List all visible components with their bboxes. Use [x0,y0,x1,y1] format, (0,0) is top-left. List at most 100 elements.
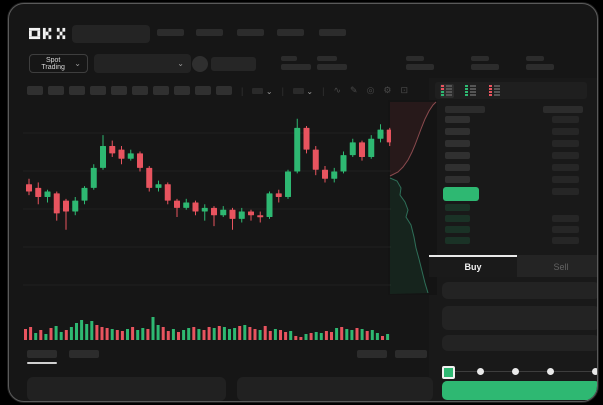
volume-chart [24,317,390,340]
market-type-selector[interactable]: Spot Trading ⌄ [29,54,88,73]
candlestick-chart[interactable] [23,100,391,296]
chart-tool-placeholder[interactable] [90,86,106,95]
ask-size-placeholder [552,128,579,135]
ask-size-placeholder [552,116,579,123]
chevron-down-icon: ⌄ [177,58,184,68]
snapshot-icon[interactable]: ◎ [366,85,375,95]
toolbar-divider: | [241,85,244,96]
orderbook-toolbar [435,82,587,99]
chevron-down-icon: ⌄ [265,86,273,96]
ask-size-placeholder [552,176,579,183]
bottom-tab-placeholder[interactable] [69,350,99,358]
toolbar-divider: | [281,85,284,96]
buy-tab-label: Buy [464,262,482,272]
bid-price-placeholder[interactable] [445,215,470,222]
bid-price-placeholder[interactable] [445,226,470,233]
chart-tool-placeholder[interactable] [48,86,64,95]
bid-size-placeholder [552,226,579,233]
bottom-panel-left[interactable] [27,377,226,401]
market-type-label: Spot Trading [41,56,65,71]
bid-size-placeholder [552,215,579,222]
ask-size-placeholder [552,164,579,171]
orderbook-view-bids-icon[interactable] [464,84,478,98]
nav-item-placeholder[interactable] [237,29,264,36]
last-price-badge[interactable] [443,187,479,201]
ask-price-placeholder[interactable] [445,176,470,183]
search-input[interactable] [72,25,150,43]
stat-label-placeholder [406,56,424,61]
bid-price-placeholder[interactable] [445,204,470,211]
interval-selector[interactable]: ⌄ [252,86,273,96]
slider-dot[interactable] [512,368,519,375]
slider-dot[interactable] [547,368,554,375]
fullscreen-icon[interactable]: ⊡ [400,85,409,95]
chevron-down-icon: ⌄ [306,86,314,96]
nav-item-placeholder[interactable] [157,29,184,36]
amount-input[interactable] [442,306,597,330]
sell-tab-label: Sell [553,262,569,272]
ask-price-placeholder[interactable] [445,152,470,159]
chart-tool-placeholder[interactable] [69,86,85,95]
amount-slider[interactable] [446,371,597,372]
bottom-panel-right[interactable] [237,377,433,401]
slider-handle[interactable] [442,366,455,379]
bid-size-placeholder [552,188,579,195]
chart-settings-icon[interactable]: ⚙ [383,85,392,95]
stat-label-placeholder [471,56,489,61]
chevron-down-icon: ⌄ [74,58,81,68]
place-order-button[interactable] [442,381,597,400]
nav-item-placeholder[interactable] [319,29,346,36]
line-style-icon[interactable]: ∿ [333,85,342,95]
stat-value-placeholder [406,64,434,70]
ask-size-placeholder [552,140,579,147]
price-input[interactable] [442,282,597,299]
app-window: Spot Trading ⌄ ⌄ | ⌄ | ⌄ | ∿ ✎ ◎ ⚙ ⊡ [8,3,598,402]
ask-price-placeholder[interactable] [445,140,470,147]
toolbar-divider: | [322,85,325,96]
chart-tool-placeholder[interactable] [27,86,43,95]
chart-tool-placeholder[interactable] [132,86,148,95]
stat-label-placeholder [317,56,337,61]
stat-label-placeholder [281,56,297,61]
orderbook-header-placeholder [445,106,485,113]
depth-chart-panel [388,100,437,295]
order-side-tabs: Buy Sell [429,255,597,277]
chart-tool-placeholder[interactable] [216,86,232,95]
stat-label-placeholder [526,56,544,61]
chart-tool-placeholder[interactable] [195,86,211,95]
indicator-selector[interactable]: ⌄ [292,86,314,96]
tab-buy[interactable]: Buy [429,255,517,277]
draw-icon[interactable]: ✎ [350,85,358,95]
ask-price-placeholder[interactable] [445,164,470,171]
orderbook-view-asks-icon[interactable] [488,84,502,98]
chart-tool-placeholder[interactable] [153,86,169,95]
coin-avatar [192,56,208,72]
pair-title-placeholder [211,57,256,71]
slider-dot[interactable] [477,368,484,375]
bottom-tab-placeholder[interactable] [395,350,427,358]
nav-item-placeholder[interactable] [196,29,223,36]
active-tab-indicator [27,362,57,364]
depth-chart[interactable] [388,100,437,295]
nav-item-placeholder[interactable] [277,29,304,36]
okx-logo [29,27,66,40]
chart-tool-placeholder[interactable] [174,86,190,95]
stat-value-placeholder [281,64,311,70]
tab-sell[interactable]: Sell [517,255,597,277]
slider-dot[interactable] [592,368,597,375]
ask-price-placeholder[interactable] [445,116,470,123]
orderbook-view-both-icon[interactable] [440,83,454,98]
orderbook-header-placeholder [543,106,583,113]
bottom-tab-placeholder[interactable] [357,350,387,358]
stat-value-placeholder [471,64,499,70]
total-input[interactable] [442,335,597,351]
ask-price-placeholder[interactable] [445,128,470,135]
bid-price-placeholder[interactable] [445,237,470,244]
bid-size-placeholder [552,237,579,244]
stat-value-placeholder [526,64,554,70]
pair-selector[interactable]: ⌄ [94,54,191,73]
bottom-tab-placeholder[interactable] [27,350,57,358]
stat-value-placeholder [317,64,347,70]
chart-tool-placeholder[interactable] [111,86,127,95]
